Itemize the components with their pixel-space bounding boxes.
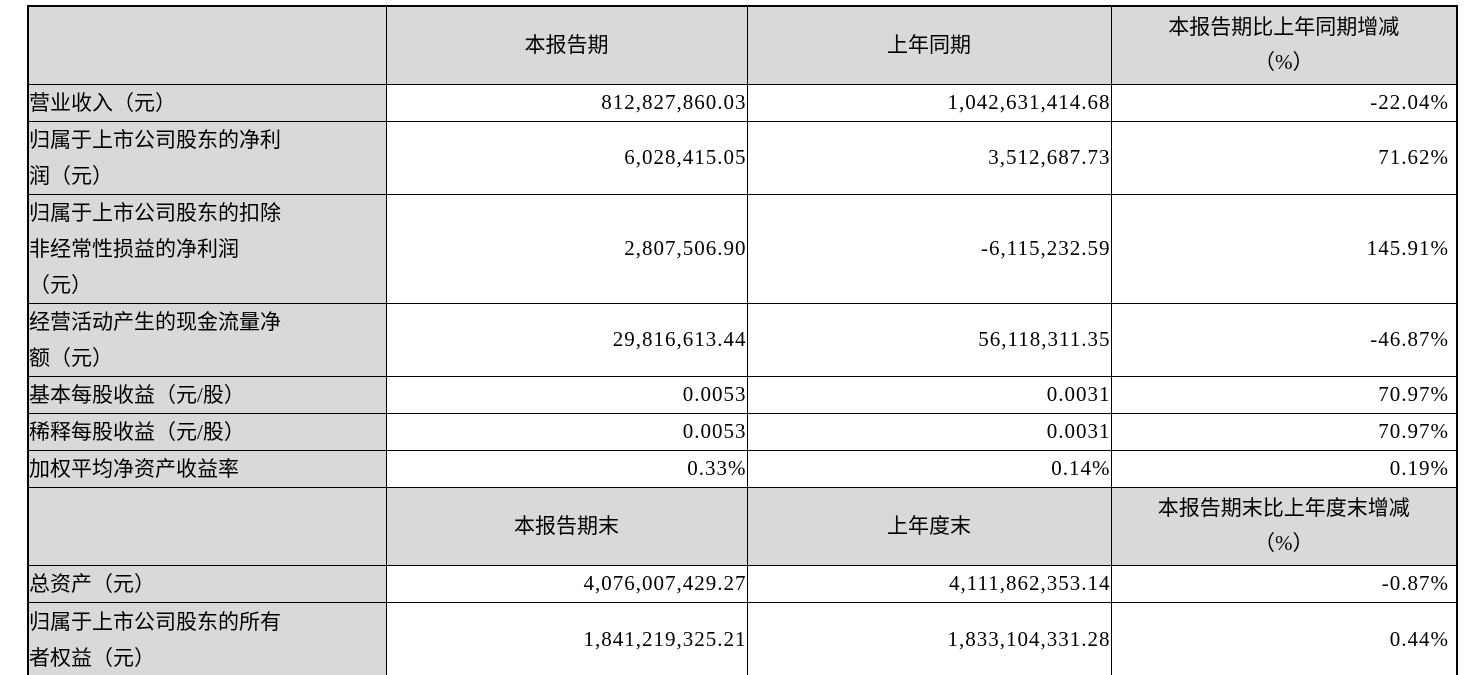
table-row-shareholders-equity: 归属于上市公司股东的所有者权益（元） 1,841,219,325.21 1,83… [27,601,1458,675]
header-eop-change-line2: （%） [1254,531,1314,555]
corner-cell [27,5,387,85]
row-label: 归属于上市公司股东的净利润（元） [27,120,387,195]
header-prior-year-end: 上年度末 [746,486,1112,566]
table-row-diluted-eps: 稀释每股收益（元/股） 0.0053 0.0031 70.97% [27,412,1458,451]
row-label: 加权平均净资产收益率 [27,449,387,488]
row-label: 总资产（元） [27,564,387,603]
eop-header-row: 本报告期末 上年度末 本报告期末比上年度末增减 （%） [27,486,1458,566]
prior-period-value: 56,118,311.35 [746,302,1112,377]
header-eop-change-line1: 本报告期末比上年度末增减 [1157,496,1410,520]
row-label: 营业收入（元） [27,83,387,122]
table-row-net-profit: 归属于上市公司股东的净利润（元） 6,028,415.05 3,512,687.… [27,120,1458,195]
header-current-period-end: 本报告期末 [385,486,748,566]
change-percent-value: 70.97% [1110,412,1458,451]
row-label: 基本每股收益（元/股） [27,375,387,414]
change-percent-value: 145.91% [1110,193,1458,304]
prior-period-value: 0.14% [746,449,1112,488]
table-row-basic-eps: 基本每股收益（元/股） 0.0053 0.0031 70.97% [27,375,1458,414]
row-label: 归属于上市公司股东的所有者权益（元） [27,601,387,675]
row-label: 归属于上市公司股东的扣除非经常性损益的净利润（元） [27,193,387,304]
change-percent-value: -0.87% [1110,564,1458,603]
header-period-change-line2: （%） [1254,50,1314,75]
prior-period-value: 0.0031 [746,412,1112,451]
change-percent-value: -22.04% [1110,83,1458,122]
current-period-value: 812,827,860.03 [385,83,748,122]
change-percent-value: -46.87% [1110,302,1458,377]
prior-period-value: -6,115,232.59 [746,193,1112,304]
current-period-value: 0.0053 [385,412,748,451]
current-period-value: 2,807,506.90 [385,193,748,304]
change-percent-value: 70.97% [1110,375,1458,414]
prior-period-value: 1,042,631,414.68 [746,83,1112,122]
change-percent-value: 0.44% [1110,601,1458,675]
header-period-change-line1: 本报告期比上年同期增减 [1168,15,1400,40]
prior-period-value: 1,833,104,331.28 [746,601,1112,675]
current-period-value: 4,076,007,429.27 [385,564,748,603]
prior-period-value: 3,512,687.73 [746,120,1112,195]
header-period-change: 本报告期比上年同期增减 （%） [1110,5,1458,85]
header-prior-period: 上年同期 [746,5,1112,85]
current-period-value: 0.33% [385,449,748,488]
change-percent-value: 0.19% [1110,449,1458,488]
key-financials-table: 本报告期 上年同期 本报告期比上年同期增减 （%） 营业收入（元） 812,82… [27,5,1458,675]
prior-period-value: 0.0031 [746,375,1112,414]
table-row-total-assets: 总资产（元） 4,076,007,429.27 4,111,862,353.14… [27,564,1458,603]
row-label: 稀释每股收益（元/股） [27,412,387,451]
header-current-period: 本报告期 [385,5,748,85]
header-eop-change: 本报告期末比上年度末增减 （%） [1110,486,1458,566]
table-row-operating-cash-flow: 经营活动产生的现金流量净额（元） 29,816,613.44 56,118,31… [27,302,1458,377]
table-row-weighted-avg-roe: 加权平均净资产收益率 0.33% 0.14% 0.19% [27,449,1458,488]
period-header-row: 本报告期 上年同期 本报告期比上年同期增减 （%） [27,5,1458,85]
change-percent-value: 71.62% [1110,120,1458,195]
table-row-operating-revenue: 营业收入（元） 812,827,860.03 1,042,631,414.68 … [27,83,1458,122]
table-row-net-profit-excl-nonrecurring: 归属于上市公司股东的扣除非经常性损益的净利润（元） 2,807,506.90 -… [27,193,1458,304]
current-period-value: 0.0053 [385,375,748,414]
current-period-value: 29,816,613.44 [385,302,748,377]
prior-period-value: 4,111,862,353.14 [746,564,1112,603]
corner-cell [27,486,387,566]
current-period-value: 6,028,415.05 [385,120,748,195]
row-label: 经营活动产生的现金流量净额（元） [27,302,387,377]
current-period-value: 1,841,219,325.21 [385,601,748,675]
